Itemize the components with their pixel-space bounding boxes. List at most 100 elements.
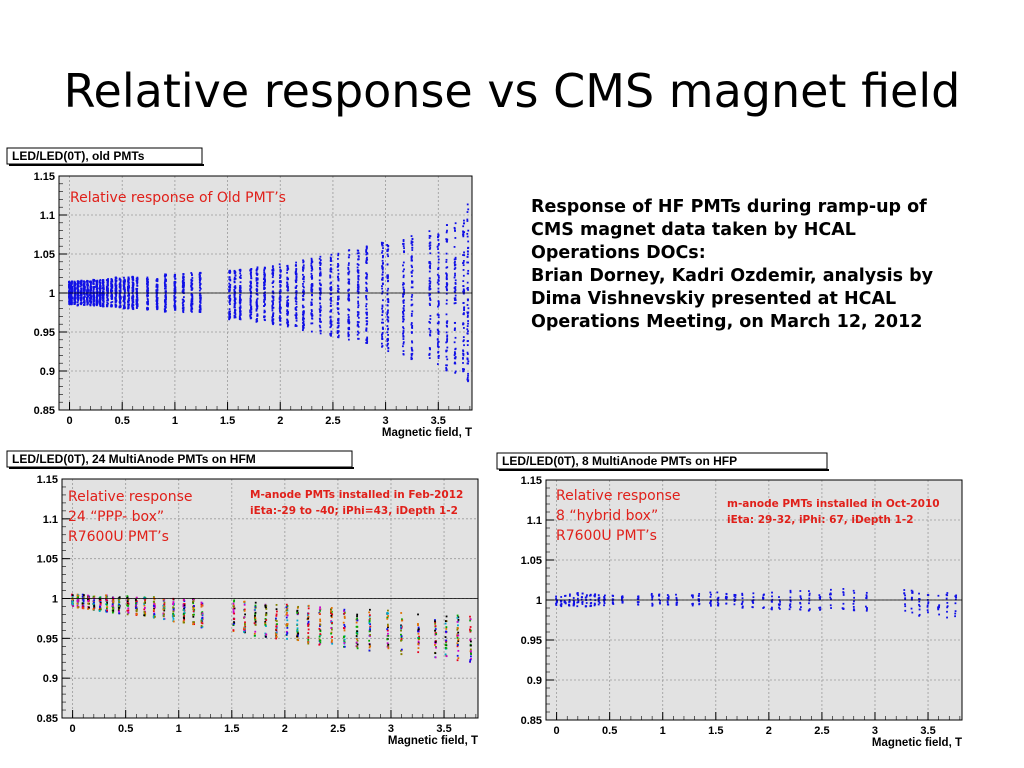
data-point <box>446 338 449 340</box>
data-point <box>233 296 236 299</box>
data-point <box>456 617 459 619</box>
data-point <box>249 289 252 291</box>
data-point <box>99 608 102 611</box>
data-point <box>190 292 193 295</box>
data-point <box>111 603 114 606</box>
data-point <box>337 298 339 301</box>
data-point <box>675 603 678 605</box>
data-point <box>272 290 274 293</box>
data-point <box>239 270 242 273</box>
data-point <box>74 291 77 294</box>
data-point <box>387 327 390 330</box>
data-point <box>93 606 96 609</box>
data-point <box>106 279 109 281</box>
data-point <box>462 312 465 314</box>
data-point <box>294 314 297 317</box>
data-point <box>198 309 201 312</box>
data-point <box>446 346 449 349</box>
data-point <box>444 620 447 623</box>
data-point <box>386 628 389 631</box>
data-point <box>454 258 457 261</box>
data-point <box>89 304 92 307</box>
data-point <box>272 267 275 270</box>
data-point <box>77 598 80 601</box>
data-point <box>330 631 333 634</box>
data-point <box>173 291 176 294</box>
data-point <box>99 300 102 303</box>
data-point <box>417 613 419 616</box>
data-column <box>469 615 472 663</box>
data-point <box>445 261 448 263</box>
data-point <box>357 264 360 266</box>
data-point <box>87 289 89 292</box>
data-point <box>462 269 465 271</box>
data-point <box>249 300 252 302</box>
data-point <box>95 285 98 287</box>
data-point <box>193 621 195 623</box>
data-column <box>417 613 421 654</box>
data-point <box>244 631 246 634</box>
data-point <box>429 262 432 265</box>
data-point <box>102 301 105 303</box>
data-point <box>402 282 405 284</box>
data-point <box>123 292 126 295</box>
data-point <box>110 278 113 281</box>
data-point <box>106 296 109 299</box>
data-point <box>92 295 95 298</box>
data-point <box>156 289 159 292</box>
data-point <box>79 285 82 288</box>
data-point <box>114 297 117 299</box>
data-point <box>598 596 601 599</box>
data-point <box>469 659 472 661</box>
data-point <box>244 625 247 628</box>
data-point <box>83 296 85 299</box>
data-point <box>229 294 231 297</box>
data-point <box>131 302 134 305</box>
data-point <box>319 332 322 335</box>
data-point <box>106 599 108 602</box>
data-point <box>256 285 259 288</box>
data-point <box>329 263 332 266</box>
data-point <box>239 285 242 287</box>
data-point <box>434 621 437 624</box>
data-point <box>154 604 156 607</box>
data-point <box>119 287 122 290</box>
data-point <box>255 299 258 301</box>
data-point <box>191 283 193 286</box>
data-point <box>319 259 322 262</box>
data-point <box>239 288 242 291</box>
data-point <box>295 277 298 280</box>
data-point <box>467 286 469 289</box>
data-point <box>453 246 456 248</box>
data-column <box>428 230 432 360</box>
data-point <box>232 610 235 613</box>
data-point <box>428 288 431 290</box>
data-point <box>666 597 669 599</box>
data-point <box>279 269 282 271</box>
data-point <box>302 312 305 315</box>
data-point <box>174 287 176 289</box>
data-point <box>589 594 591 597</box>
data-point <box>445 369 448 372</box>
data-point <box>275 633 278 636</box>
data-point <box>569 593 571 596</box>
data-point <box>437 333 440 335</box>
data-point <box>255 288 258 290</box>
data-point <box>466 232 469 235</box>
data-point <box>181 302 184 304</box>
data-point <box>286 267 289 270</box>
data-point <box>73 286 76 289</box>
data-point <box>437 355 440 358</box>
data-point <box>329 298 332 301</box>
data-point <box>347 249 350 252</box>
data-point <box>228 286 231 289</box>
data-point <box>382 247 384 250</box>
data-point <box>310 330 313 333</box>
data-point <box>256 293 259 296</box>
data-point <box>466 211 469 213</box>
data-point <box>386 331 389 334</box>
data-point <box>386 340 389 343</box>
data-point <box>287 321 289 324</box>
data-point <box>356 638 358 640</box>
data-point <box>469 638 472 641</box>
